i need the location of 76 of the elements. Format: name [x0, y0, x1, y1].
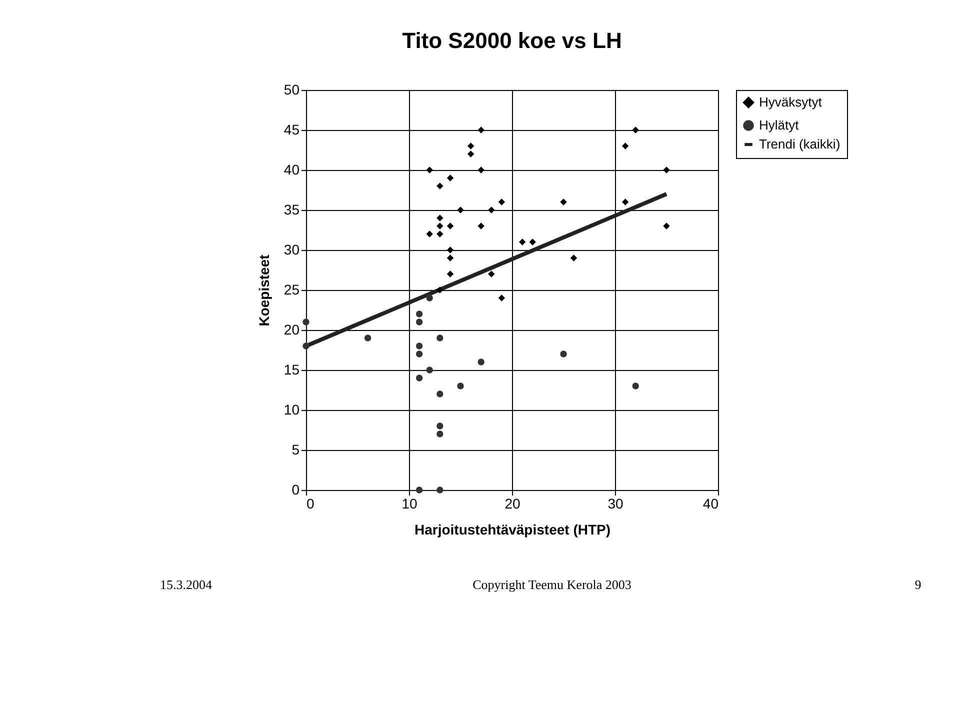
point	[436, 422, 444, 430]
point	[436, 182, 444, 190]
point	[426, 294, 433, 302]
point	[622, 198, 629, 206]
point	[436, 222, 444, 230]
point	[416, 318, 423, 326]
point	[498, 198, 506, 206]
point	[498, 294, 506, 302]
x-tick-label: 10	[402, 496, 418, 512]
point	[457, 382, 464, 390]
point	[436, 430, 444, 438]
point	[416, 342, 423, 350]
point	[302, 342, 310, 350]
point	[570, 254, 578, 262]
x-tick-label: 20	[504, 496, 520, 512]
point	[446, 246, 454, 254]
text: 9	[914, 577, 922, 592]
y-tick-label: 40	[284, 162, 300, 178]
point	[436, 486, 444, 494]
x-tick-label: 40	[702, 496, 719, 512]
point	[529, 238, 536, 246]
point	[663, 166, 670, 174]
point	[478, 166, 484, 174]
point	[488, 270, 495, 278]
y-tick-label: 15	[284, 362, 300, 378]
point	[560, 350, 567, 358]
point	[436, 214, 444, 222]
point	[446, 254, 454, 262]
point	[457, 206, 464, 214]
point	[663, 222, 670, 230]
point	[416, 486, 423, 494]
point	[446, 270, 454, 278]
point	[302, 318, 310, 326]
point	[436, 286, 444, 294]
x-axis-title: Harjoitustehtäväpisteet (HTP)	[414, 522, 611, 538]
y-tick-label: 30	[284, 242, 300, 258]
y-tick-label: 35	[284, 202, 300, 218]
point	[478, 222, 484, 230]
point	[426, 230, 433, 238]
y-tick-label: 50	[284, 82, 300, 98]
point	[426, 166, 433, 174]
point	[478, 358, 484, 366]
y-tick-label: 5	[292, 442, 300, 458]
point	[632, 126, 639, 134]
x-tick-label: 0	[306, 496, 314, 512]
point	[467, 142, 474, 150]
y-tick-label: 0	[292, 482, 300, 498]
point	[436, 334, 444, 342]
text: 15.3.2004	[160, 577, 212, 592]
point	[416, 374, 423, 382]
point	[436, 390, 444, 398]
point	[446, 222, 454, 230]
legend-label: Trendi (kaikki)	[759, 136, 840, 152]
legend-label: Hyväksytyt	[759, 94, 822, 110]
point	[416, 310, 423, 318]
point	[446, 174, 454, 182]
point	[632, 382, 639, 390]
point	[364, 334, 372, 342]
point	[426, 366, 433, 374]
y-tick-label: 20	[284, 322, 300, 338]
point	[518, 238, 526, 246]
y-tick-label: 10	[284, 402, 300, 418]
point	[478, 126, 484, 134]
y-axis-title: Koepisteet	[256, 254, 272, 326]
text: Copyright Teemu Kerola 2003	[472, 577, 632, 592]
legend-label: Hylätyt	[759, 118, 800, 132]
y-tick-label: 25	[284, 282, 300, 298]
point	[436, 230, 444, 238]
y-tick-label: 45	[284, 122, 300, 138]
chart-title: Tito S2000 koe vs LH	[402, 28, 622, 53]
x-tick-label: 30	[608, 496, 624, 512]
point	[467, 150, 474, 158]
point	[416, 350, 423, 358]
point	[560, 198, 567, 206]
point	[488, 206, 495, 214]
point	[622, 142, 629, 150]
